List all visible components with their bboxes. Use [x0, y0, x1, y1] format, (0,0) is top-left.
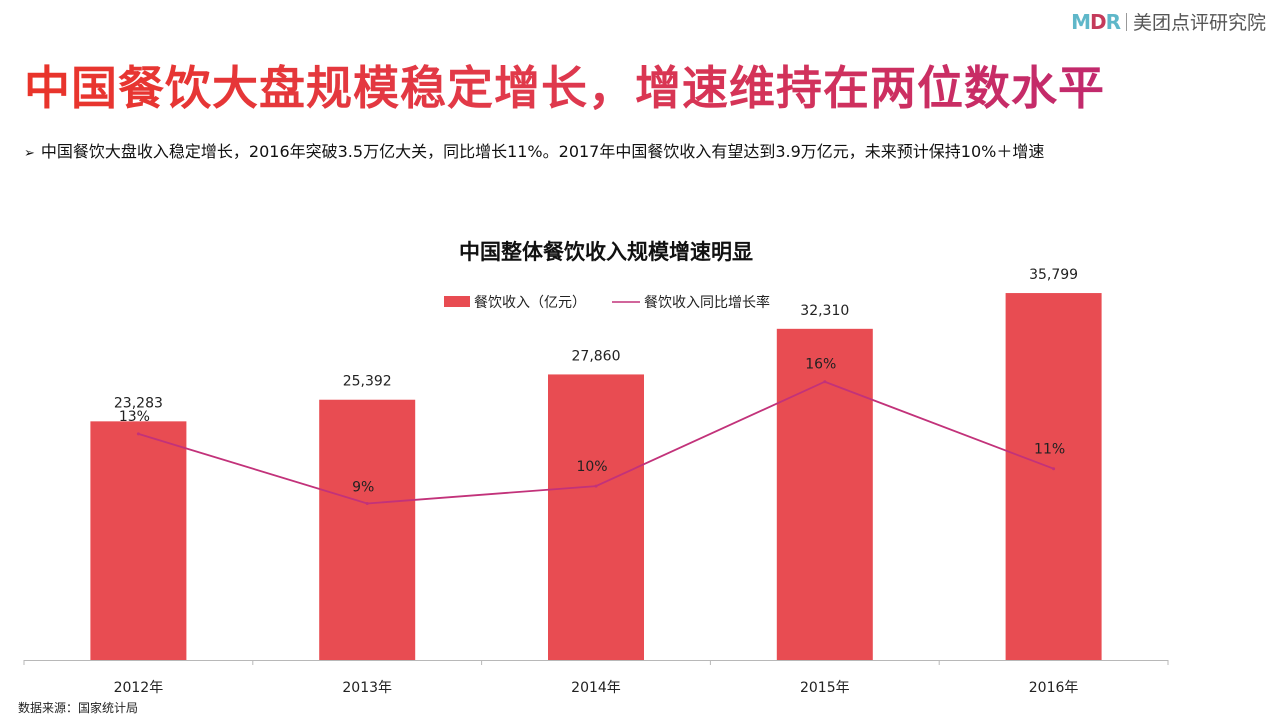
line-point	[823, 380, 827, 384]
x-tick-label: 2014年	[571, 680, 621, 696]
brand-logo: MDR	[1071, 9, 1121, 34]
legend-swatch-bar	[444, 296, 470, 307]
line-point	[136, 432, 140, 436]
line-value-label: 10%	[576, 459, 607, 475]
bar	[548, 374, 644, 660]
bar-value-label: 35,799	[1029, 267, 1078, 283]
data-source: 数据来源：国家统计局	[18, 701, 139, 715]
bar	[1005, 293, 1102, 660]
legend-label-line: 餐饮收入同比增长率	[644, 294, 770, 311]
brand-divider	[1125, 12, 1127, 31]
x-tick-label: 2015年	[800, 680, 850, 696]
line-value-label: 16%	[805, 357, 836, 373]
line-value-label: 9%	[352, 479, 374, 495]
bar	[319, 399, 416, 660]
brand: MDR 美团点评研究院	[1071, 8, 1266, 35]
legend-label-bar: 餐饮收入（亿元）	[474, 295, 586, 311]
line-value-label: 13%	[119, 409, 150, 425]
arrow-bullet-icon: ➢	[24, 146, 35, 161]
bar-value-label: 32,310	[800, 303, 849, 319]
line-value-label: 11%	[1034, 442, 1065, 458]
x-tick-label: 2012年	[114, 680, 164, 696]
bar-value-label: 23,283	[114, 395, 163, 411]
line-point	[594, 484, 598, 488]
line-point	[1052, 467, 1056, 471]
page-title: 中国餐饮大盘规模稳定增长，增速维持在两位数水平	[24, 52, 1105, 118]
bar	[776, 328, 873, 660]
bar-value-label: 25,392	[343, 374, 392, 390]
bullet-text: 中国餐饮大盘收入稳定增长，2016年突破3.5万亿大关，同比增长11%。2017…	[40, 142, 1045, 161]
line-point	[365, 501, 369, 505]
bullet-point: ➢ 中国餐饮大盘收入稳定增长，2016年突破3.5万亿大关，同比增长11%。201…	[24, 138, 1044, 162]
chart-title: 中国整体餐饮收入规模增速明显	[459, 240, 753, 264]
x-tick-label: 2013年	[342, 680, 392, 696]
x-tick-label: 2016年	[1029, 680, 1079, 696]
bar-value-label: 27,860	[572, 348, 621, 364]
brand-name: 美团点评研究院	[1132, 12, 1266, 34]
bar	[90, 421, 187, 660]
